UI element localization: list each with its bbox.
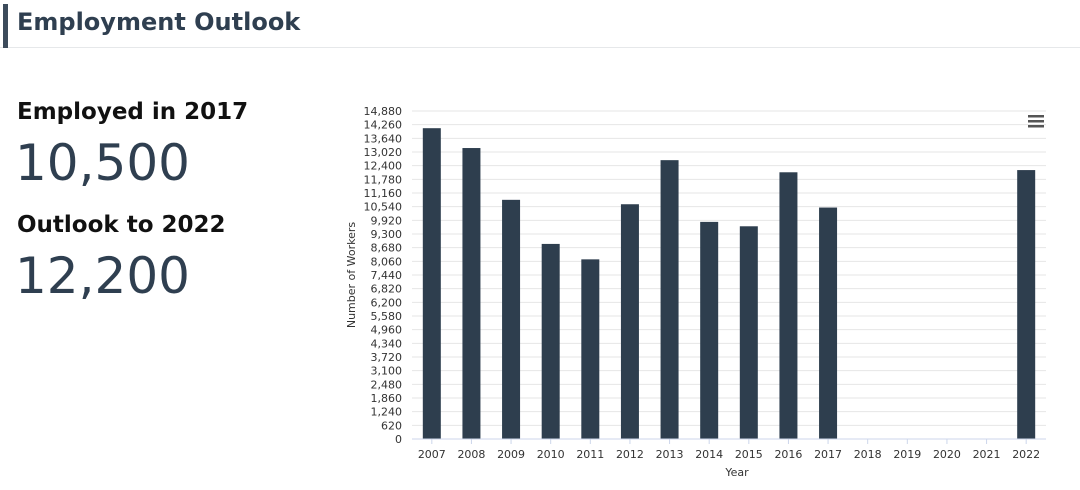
bar-2012[interactable] (620, 204, 639, 439)
y-tick-label: 1,860 (371, 392, 403, 405)
x-tick-label: 2009 (497, 448, 525, 461)
y-tick-label: 0 (395, 433, 402, 446)
bar-2011[interactable] (581, 259, 600, 439)
y-tick-label: 13,020 (364, 146, 403, 159)
y-tick-label: 7,440 (371, 269, 403, 282)
outlook-value: 12,200 (15, 247, 190, 305)
x-tick-label: 2013 (656, 448, 684, 461)
x-tick-label: 2014 (695, 448, 723, 461)
bar-2015[interactable] (739, 226, 758, 439)
y-tick-label: 6,200 (371, 296, 403, 309)
y-tick-label: 9,920 (371, 214, 403, 227)
employed-label: Employed in 2017 (17, 99, 249, 125)
x-tick-label: 2010 (537, 448, 565, 461)
chart-bars (422, 128, 1036, 440)
y-tick-label: 8,680 (371, 242, 403, 255)
x-axis-ticks: 2007 2008 2009 2010 2011 2012 2013 2014 2015 2016… (418, 439, 1040, 461)
x-tick-label: 2018 (854, 448, 882, 461)
x-tick-label: 2007 (418, 448, 446, 461)
x-tick-label: 2016 (774, 448, 802, 461)
x-axis-title: Year (724, 466, 749, 479)
outlook-label: Outlook to 2022 (17, 212, 226, 238)
y-tick-label: 12,400 (364, 160, 403, 173)
y-tick-label: 620 (381, 419, 402, 432)
y-tick-label: 2,480 (371, 378, 403, 391)
y-axis-title: Number of Workers (345, 222, 358, 329)
y-tick-label: 1,240 (371, 406, 403, 419)
y-tick-label: 4,340 (371, 337, 403, 350)
y-tick-label: 3,720 (371, 351, 403, 364)
y-tick-label: 5,580 (371, 310, 403, 323)
y-tick-label: 13,640 (364, 132, 403, 145)
x-tick-label: 2019 (893, 448, 921, 461)
y-tick-label: 14,260 (364, 119, 403, 132)
x-tick-label: 2015 (735, 448, 763, 461)
hamburger-menu-icon[interactable] (1028, 115, 1044, 128)
bar-2007[interactable] (422, 128, 441, 439)
employed-value: 10,500 (15, 134, 190, 192)
x-tick-label: 2021 (973, 448, 1001, 461)
y-tick-label: 11,780 (364, 173, 403, 186)
y-tick-label: 3,100 (371, 365, 403, 378)
y-tick-label: 9,300 (371, 228, 403, 241)
y-tick-label: 8,060 (371, 255, 403, 268)
header-accent-bar (3, 4, 8, 48)
bar-2009[interactable] (502, 199, 521, 439)
y-tick-label: 4,960 (371, 324, 403, 337)
y-tick-label: 11,160 (364, 187, 403, 200)
x-tick-label: 2017 (814, 448, 842, 461)
bar-2014[interactable] (700, 221, 719, 439)
x-tick-label: 2008 (457, 448, 485, 461)
x-tick-label: 2020 (933, 448, 961, 461)
x-tick-label: 2022 (1012, 448, 1040, 461)
bar-2013[interactable] (660, 160, 679, 439)
y-tick-label: 6,820 (371, 283, 403, 296)
x-tick-label: 2011 (576, 448, 604, 461)
bar-2016[interactable] (779, 172, 798, 439)
page-header: Employment Outlook (0, 0, 1080, 48)
y-tick-label: 10,540 (364, 201, 403, 214)
bar-2017[interactable] (819, 207, 838, 439)
bar-2008[interactable] (462, 148, 481, 439)
bar-2022[interactable] (1017, 170, 1036, 440)
y-axis-ticks: 06201,2401,8602,4803,1003,7204,3404,9605… (364, 105, 403, 446)
page-title: Employment Outlook (17, 8, 301, 36)
y-tick-label: 14,880 (364, 105, 403, 118)
x-tick-label: 2012 (616, 448, 644, 461)
bar-2010[interactable] (541, 243, 560, 439)
